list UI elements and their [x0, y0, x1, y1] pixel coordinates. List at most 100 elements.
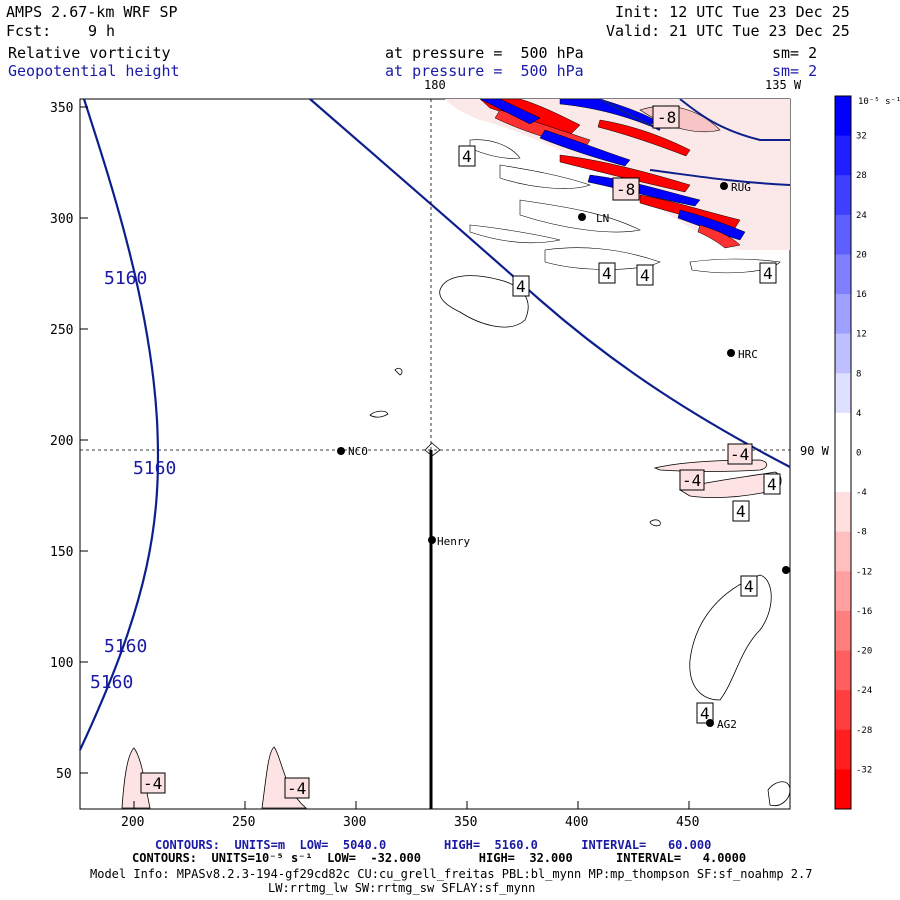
colorbar-label: -16 — [856, 607, 872, 617]
svg-text:4: 4 — [602, 264, 612, 283]
colorbar-label: 8 — [856, 369, 861, 379]
field1-smoothing: sm= 2 — [772, 44, 818, 62]
svg-text:-4: -4 — [287, 779, 306, 798]
colorbar-label: -8 — [856, 528, 867, 538]
colorbar-label: 24 — [856, 211, 867, 221]
colorbar-cell — [835, 690, 851, 731]
neg-vort-area — [679, 471, 782, 499]
colorbar-label: -24 — [856, 686, 872, 696]
height-contour-5160 — [309, 98, 791, 468]
colorbar-label: 12 — [856, 330, 867, 340]
colorbar-label: -20 — [856, 647, 872, 657]
svg-text:4: 4 — [462, 147, 472, 166]
svg-text:4: 4 — [763, 264, 773, 283]
svg-text:-4: -4 — [143, 774, 162, 793]
svg-text:-8: -8 — [657, 108, 676, 127]
colorbar-cell — [835, 373, 851, 414]
svg-text:300: 300 — [50, 212, 73, 227]
colorbar: 10⁻⁵ s⁻¹ 32 28 24 20 16 12 8 4 0 -4 -8 -12 -16 -20 -24… — [834, 95, 900, 810]
colorbar-label: 16 — [856, 290, 867, 300]
height-label: 5160 — [104, 636, 147, 657]
x-axis: 200 250 300 350 400 450 — [121, 801, 699, 830]
colorbar-cell — [835, 294, 851, 335]
forecast-label: Fcst: — [6, 22, 52, 40]
colorbar-cell — [835, 333, 851, 374]
svg-text:150: 150 — [50, 545, 73, 560]
colorbar-cell — [835, 571, 851, 612]
colorbar-label: 4 — [856, 409, 861, 419]
height-contour-5160 — [79, 98, 160, 751]
station-ag2: AG2 — [706, 718, 737, 731]
colorbar-cell — [835, 96, 851, 137]
svg-text:AG2: AG2 — [717, 718, 737, 731]
contour-info-height: CONTOURS: UNITS=m LOW= 5040.0 HIGH= 5160… — [155, 838, 712, 852]
colorbar-unit: 10⁻⁵ s⁻¹ — [858, 97, 900, 107]
vort-label-box: 4 — [696, 702, 714, 724]
field1-level: at pressure = 500 hPa — [385, 44, 584, 62]
height-label: 5160 — [90, 672, 133, 693]
vort-label-box: 4 — [636, 264, 654, 286]
colorbar-label: 32 — [856, 132, 867, 142]
station-nco: NCO — [337, 445, 368, 458]
station-hrc: HRC — [727, 348, 758, 361]
vort-contour — [689, 574, 772, 701]
svg-text:4: 4 — [700, 704, 710, 723]
vort-label-box: -4 — [679, 469, 705, 491]
field2-name: Geopotential height — [8, 62, 180, 80]
svg-text:300: 300 — [343, 815, 366, 830]
colorbar-label: 20 — [856, 250, 867, 260]
vort-label-box: 4 — [763, 473, 781, 495]
svg-text:250: 250 — [50, 323, 73, 338]
svg-text:250: 250 — [232, 815, 255, 830]
vort-label-box: 4 — [598, 262, 616, 284]
svg-text:200: 200 — [121, 815, 144, 830]
colorbar-cell — [835, 412, 851, 453]
field1-name: Relative vorticity — [8, 44, 171, 62]
vort-label-box: -4 — [284, 777, 310, 799]
colorbar-label: -32 — [856, 765, 872, 775]
vort-label-box: 4 — [732, 500, 750, 522]
vort-label-box: 4 — [759, 262, 777, 284]
colorbar-label: -4 — [856, 488, 867, 498]
svg-text:50: 50 — [56, 767, 72, 782]
svg-text:-4: -4 — [730, 445, 749, 464]
svg-text:-8: -8 — [616, 180, 635, 199]
colorbar-label: -12 — [856, 567, 872, 577]
height-label: 5160 — [133, 458, 176, 479]
vort-contour — [649, 519, 661, 527]
vort-contour — [369, 410, 389, 418]
forecast-hour: 9 h — [88, 22, 116, 40]
model-title: AMPS 2.67-km WRF SP — [6, 3, 178, 21]
valid-time: Valid: 21 UTC Tue 23 Dec 25 — [606, 22, 850, 40]
colorbar-label: 28 — [856, 171, 867, 181]
svg-text:400: 400 — [565, 815, 588, 830]
lon-label-90w: 90 W — [800, 444, 830, 458]
field2-smoothing: sm= 2 — [772, 62, 818, 80]
model-info-radiation: LW:rrtmg_lw SW:rrtmg_sw SFLAY:sf_mynn — [268, 881, 536, 895]
colorbar-label: -28 — [856, 726, 872, 736]
vort-contour — [394, 367, 403, 376]
vort-label-box: -4 — [140, 772, 166, 794]
svg-text:350: 350 — [454, 815, 477, 830]
svg-text:-4: -4 — [682, 471, 701, 490]
vort-label-box: 4 — [512, 275, 530, 297]
y-axis: 350 300 250 200 150 100 50 — [50, 101, 88, 782]
contour-info-vorticity: CONTOURS: UNITS=10⁻⁵ s⁻¹ LOW= -32.000 HI… — [132, 851, 747, 865]
svg-text:450: 450 — [676, 815, 699, 830]
vort-contour — [767, 781, 791, 807]
svg-text:HRC: HRC — [738, 348, 758, 361]
height-label: 5160 — [104, 268, 147, 289]
colorbar-cell — [835, 492, 851, 533]
svg-text:4: 4 — [516, 277, 526, 296]
colorbar-cell — [835, 254, 851, 295]
svg-text:4: 4 — [767, 475, 777, 494]
colorbar-cell — [835, 610, 851, 652]
lon-label-180: 180 — [424, 78, 446, 92]
vort-label-box: 4 — [458, 145, 476, 167]
init-time: Init: 12 UTC Tue 23 Dec 25 — [615, 3, 850, 21]
station-marker — [782, 566, 790, 574]
colorbar-cell — [835, 214, 851, 255]
station-ln: LN — [578, 212, 609, 225]
svg-text:350: 350 — [50, 101, 73, 116]
